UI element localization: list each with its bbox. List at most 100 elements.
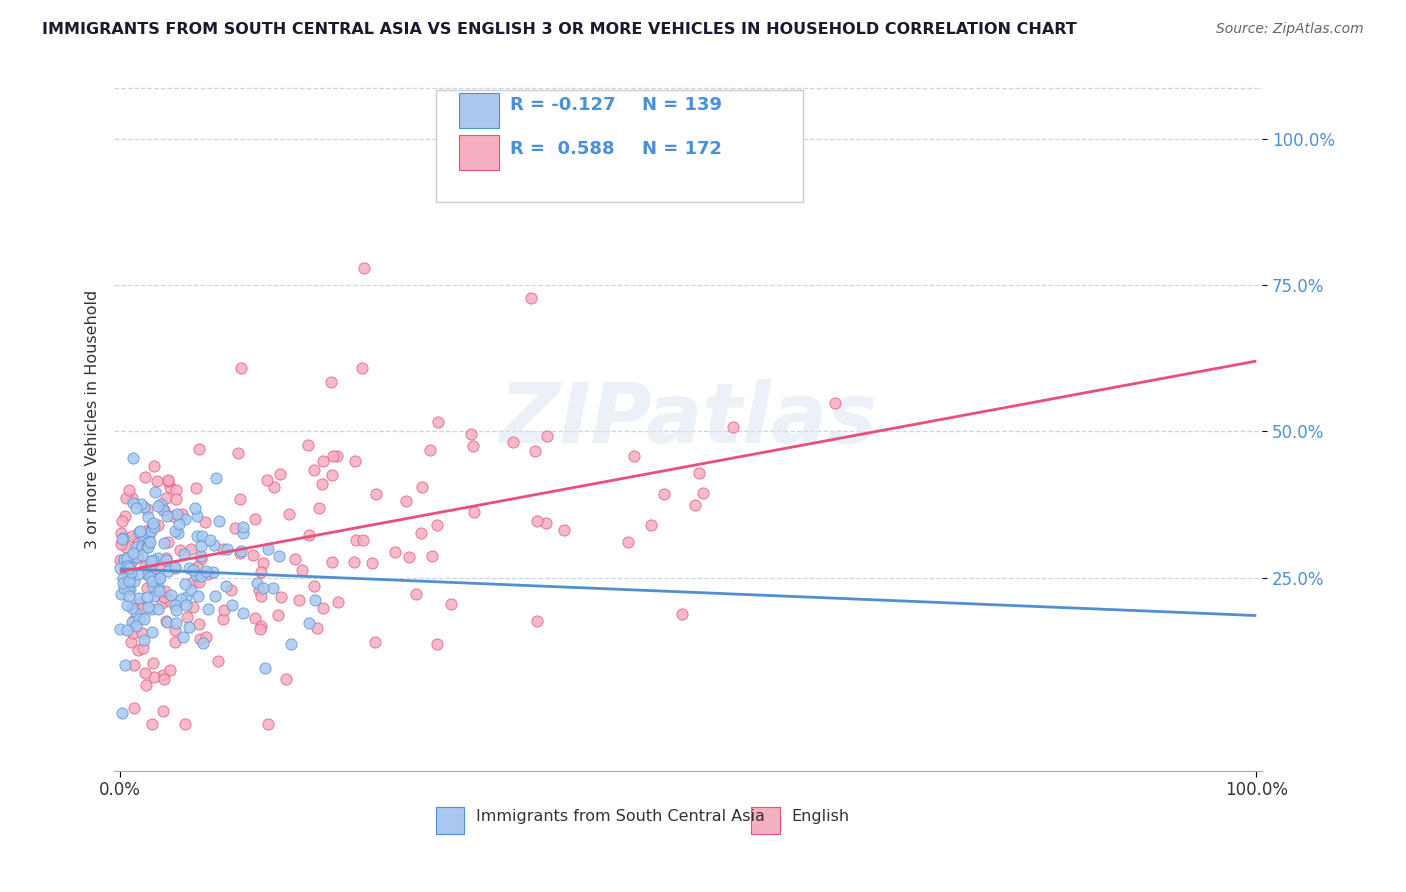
- Point: [191, 529, 214, 543]
- Point: [149, 571, 172, 585]
- Point: [326, 595, 349, 609]
- Point: [120, 565, 142, 579]
- Point: [212, 611, 235, 625]
- Point: [250, 566, 273, 580]
- Point: [146, 580, 169, 594]
- Point: [232, 606, 254, 620]
- Point: [121, 529, 143, 543]
- Point: [163, 524, 186, 538]
- Point: [110, 587, 132, 601]
- Point: [152, 536, 174, 550]
- Point: [112, 571, 135, 585]
- Point: [135, 582, 157, 596]
- Point: [307, 621, 329, 635]
- Point: [152, 503, 174, 517]
- Point: [124, 531, 146, 545]
- Point: [526, 614, 548, 628]
- Point: [202, 538, 225, 552]
- Point: [297, 438, 319, 452]
- Point: [204, 589, 226, 603]
- Point: [136, 540, 159, 554]
- Point: [132, 641, 155, 656]
- Point: [118, 558, 141, 573]
- Text: R =  0.588: R = 0.588: [510, 140, 614, 158]
- Point: [121, 546, 143, 560]
- Point: [652, 487, 675, 501]
- Point: [127, 643, 149, 657]
- Point: [181, 600, 204, 615]
- Text: N = 172: N = 172: [643, 140, 723, 158]
- Point: [139, 570, 162, 584]
- Point: [250, 618, 273, 632]
- Point: [141, 554, 163, 568]
- Point: [142, 553, 165, 567]
- Point: [159, 663, 181, 677]
- Point: [148, 558, 170, 573]
- Point: [343, 555, 366, 569]
- Point: [311, 601, 333, 615]
- Point: [165, 561, 187, 575]
- Point: [361, 556, 384, 570]
- Point: [215, 579, 238, 593]
- Point: [163, 624, 186, 638]
- Point: [120, 634, 142, 648]
- Point: [142, 459, 165, 474]
- Point: [190, 549, 212, 564]
- Point: [142, 578, 165, 592]
- Point: [181, 574, 204, 589]
- Point: [181, 563, 204, 577]
- Point: [344, 533, 367, 547]
- Point: [311, 477, 333, 491]
- Point: [111, 706, 134, 721]
- Point: [128, 596, 150, 610]
- Point: [156, 473, 179, 487]
- Point: [419, 443, 441, 458]
- Point: [115, 558, 138, 573]
- Point: [132, 612, 155, 626]
- Point: [128, 524, 150, 539]
- Point: [198, 533, 221, 547]
- Point: [138, 540, 160, 554]
- Point: [179, 620, 201, 634]
- Point: [190, 551, 212, 566]
- Point: [692, 486, 714, 500]
- Point: [411, 525, 433, 540]
- Point: [502, 435, 524, 450]
- Point: [184, 501, 207, 516]
- Point: [111, 576, 134, 591]
- Point: [249, 622, 271, 636]
- Point: [188, 617, 211, 632]
- Point: [173, 577, 195, 591]
- Point: [553, 523, 575, 537]
- Text: English: English: [792, 809, 849, 823]
- Point: [143, 572, 166, 586]
- Point: [148, 571, 170, 585]
- Point: [120, 574, 142, 589]
- Point: [228, 546, 250, 560]
- Point: [131, 539, 153, 553]
- Point: [146, 550, 169, 565]
- Point: [136, 510, 159, 524]
- Point: [110, 561, 132, 575]
- Point: [155, 550, 177, 565]
- Point: [132, 633, 155, 648]
- Point: [110, 526, 132, 541]
- Point: [187, 442, 209, 456]
- Point: [165, 491, 187, 506]
- Point: [384, 545, 406, 559]
- Point: [169, 543, 191, 558]
- Point: [519, 292, 541, 306]
- Point: [536, 428, 558, 442]
- Text: IMMIGRANTS FROM SOUTH CENTRAL ASIA VS ENGLISH 3 OR MORE VEHICLES IN HOUSEHOLD CO: IMMIGRANTS FROM SOUTH CENTRAL ASIA VS EN…: [42, 22, 1077, 37]
- Point: [291, 563, 314, 577]
- Point: [172, 630, 194, 644]
- Point: [139, 602, 162, 616]
- Text: ZIPatlas: ZIPatlas: [499, 379, 877, 460]
- Point: [343, 454, 366, 468]
- Point: [165, 615, 187, 630]
- Point: [122, 574, 145, 588]
- Point: [134, 500, 156, 514]
- Point: [229, 544, 252, 558]
- Point: [186, 559, 208, 574]
- Point: [141, 571, 163, 585]
